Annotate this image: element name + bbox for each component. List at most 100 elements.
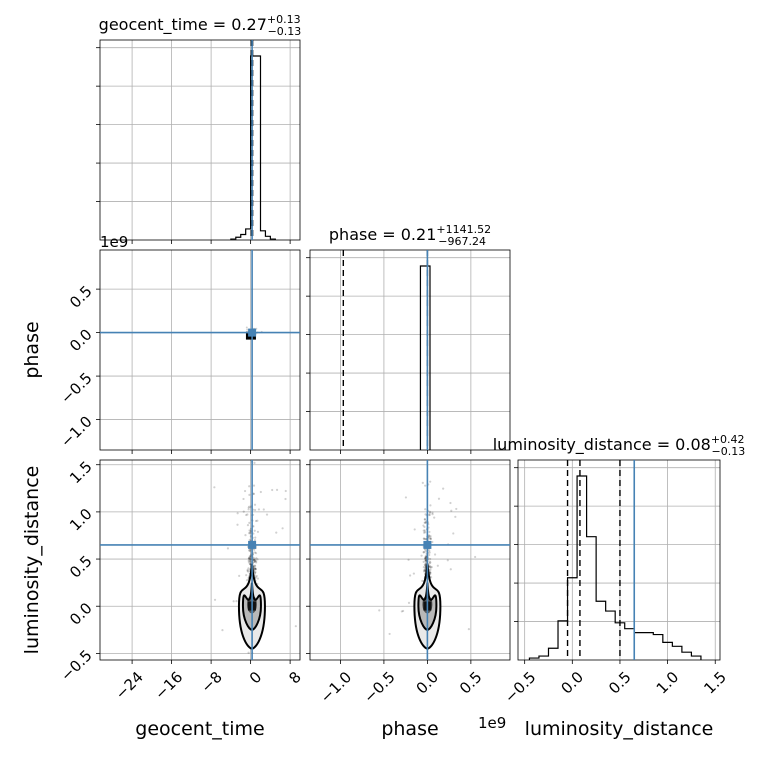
y-tick-label: −0.5 (57, 369, 95, 407)
sample-point (429, 557, 432, 561)
sample-point (253, 551, 257, 554)
sample-point (449, 501, 452, 505)
sample-point (423, 557, 427, 560)
x-axis-label: geocent_time (135, 718, 264, 740)
sample-point (428, 513, 431, 516)
sample-point (429, 571, 432, 574)
sample-point (428, 513, 431, 517)
x-tick-label: 1.0 (653, 668, 683, 698)
panel-geocent_time-luminosity_distance (96, 459, 301, 664)
sample-point (428, 553, 431, 557)
sample-point (242, 510, 245, 513)
sample-point (248, 505, 251, 508)
sample-point (265, 513, 269, 516)
sample-point (232, 600, 235, 603)
panel-geocent_time-phase (96, 249, 301, 454)
sample-point (407, 558, 410, 561)
sample-point (254, 552, 258, 555)
sample-point (474, 555, 477, 559)
sample-point (423, 521, 426, 524)
sample-point (428, 562, 431, 565)
sample-point (255, 574, 258, 578)
sample-point (424, 555, 427, 558)
sample-point (247, 508, 250, 511)
sample-point (256, 577, 260, 580)
histogram-phase (419, 265, 431, 450)
x-tick-label: −0.5 (360, 668, 398, 706)
panel-frame (99, 249, 301, 451)
sample-point (253, 567, 256, 570)
x-tick-label: −16 (151, 668, 186, 703)
x-tick-label: −24 (112, 668, 147, 703)
panel-phase-luminosity_distance (306, 459, 511, 664)
sample-point (248, 485, 251, 488)
sample-point (253, 564, 256, 567)
sample-point (221, 629, 224, 632)
sample-point (213, 598, 217, 601)
sample-point (422, 550, 425, 554)
sample-point (429, 504, 432, 507)
sample-point (424, 513, 427, 516)
sample-point (433, 553, 437, 556)
sample-point (412, 572, 415, 575)
sample-point (247, 567, 250, 570)
sample-point (413, 528, 416, 531)
panel-content (100, 460, 300, 660)
sample-point (262, 508, 265, 511)
y-tick-label: 1.5 (66, 458, 96, 488)
sample-point (252, 525, 255, 528)
sample-point (253, 567, 257, 570)
sample-point (243, 489, 247, 493)
sample-point (428, 560, 431, 563)
sample-point (249, 563, 252, 566)
sample-point (253, 560, 256, 564)
y-axis-label: luminosity_distance (21, 466, 43, 655)
sample-point (247, 506, 250, 509)
sample-point (252, 492, 255, 496)
sample-point (424, 556, 427, 559)
sample-point (246, 513, 249, 516)
panel-title: luminosity_distance = 0.08+0.42 −0.13 (493, 433, 746, 458)
panel-luminosity_distance-hist (514, 459, 721, 664)
sample-point (253, 571, 256, 574)
sample-point (424, 557, 427, 560)
sample-point (429, 572, 432, 575)
sample-point (429, 537, 433, 540)
grid-lines (518, 460, 720, 660)
sample-point (424, 531, 427, 534)
sample-point (452, 532, 455, 535)
sample-point (430, 566, 433, 569)
truth-marker (423, 540, 432, 549)
histogram-luminosity_distance (528, 475, 702, 660)
sample-point (424, 550, 427, 553)
sample-point (429, 568, 432, 571)
sample-point (253, 572, 257, 575)
sample-point (271, 488, 274, 492)
sample-point (248, 549, 251, 552)
sample-point (248, 549, 251, 552)
sample-point (242, 497, 245, 501)
sample-point (424, 548, 427, 551)
x-tick-label: −1.0 (317, 668, 355, 706)
sample-point (400, 610, 403, 613)
sample-point (422, 537, 425, 540)
sample-point (420, 554, 423, 557)
sample-point (454, 515, 457, 518)
x-tick-label: −0.5 (501, 668, 539, 706)
sample-point (428, 530, 431, 534)
x-tick-label: 0.0 (413, 668, 443, 698)
grid-lines (100, 460, 300, 660)
sample-point (431, 540, 434, 544)
sample-point (424, 564, 427, 567)
sample-point (446, 559, 449, 562)
sample-point (248, 555, 251, 558)
sample-point (422, 560, 425, 563)
sample-point (254, 570, 257, 574)
sample-point (247, 559, 250, 562)
y-tick-label: 0.0 (66, 599, 96, 629)
panel-phase-hist (306, 249, 511, 454)
sample-point (252, 558, 256, 562)
sample-point (248, 562, 251, 566)
sample-point (256, 558, 259, 561)
sample-point (248, 557, 251, 561)
